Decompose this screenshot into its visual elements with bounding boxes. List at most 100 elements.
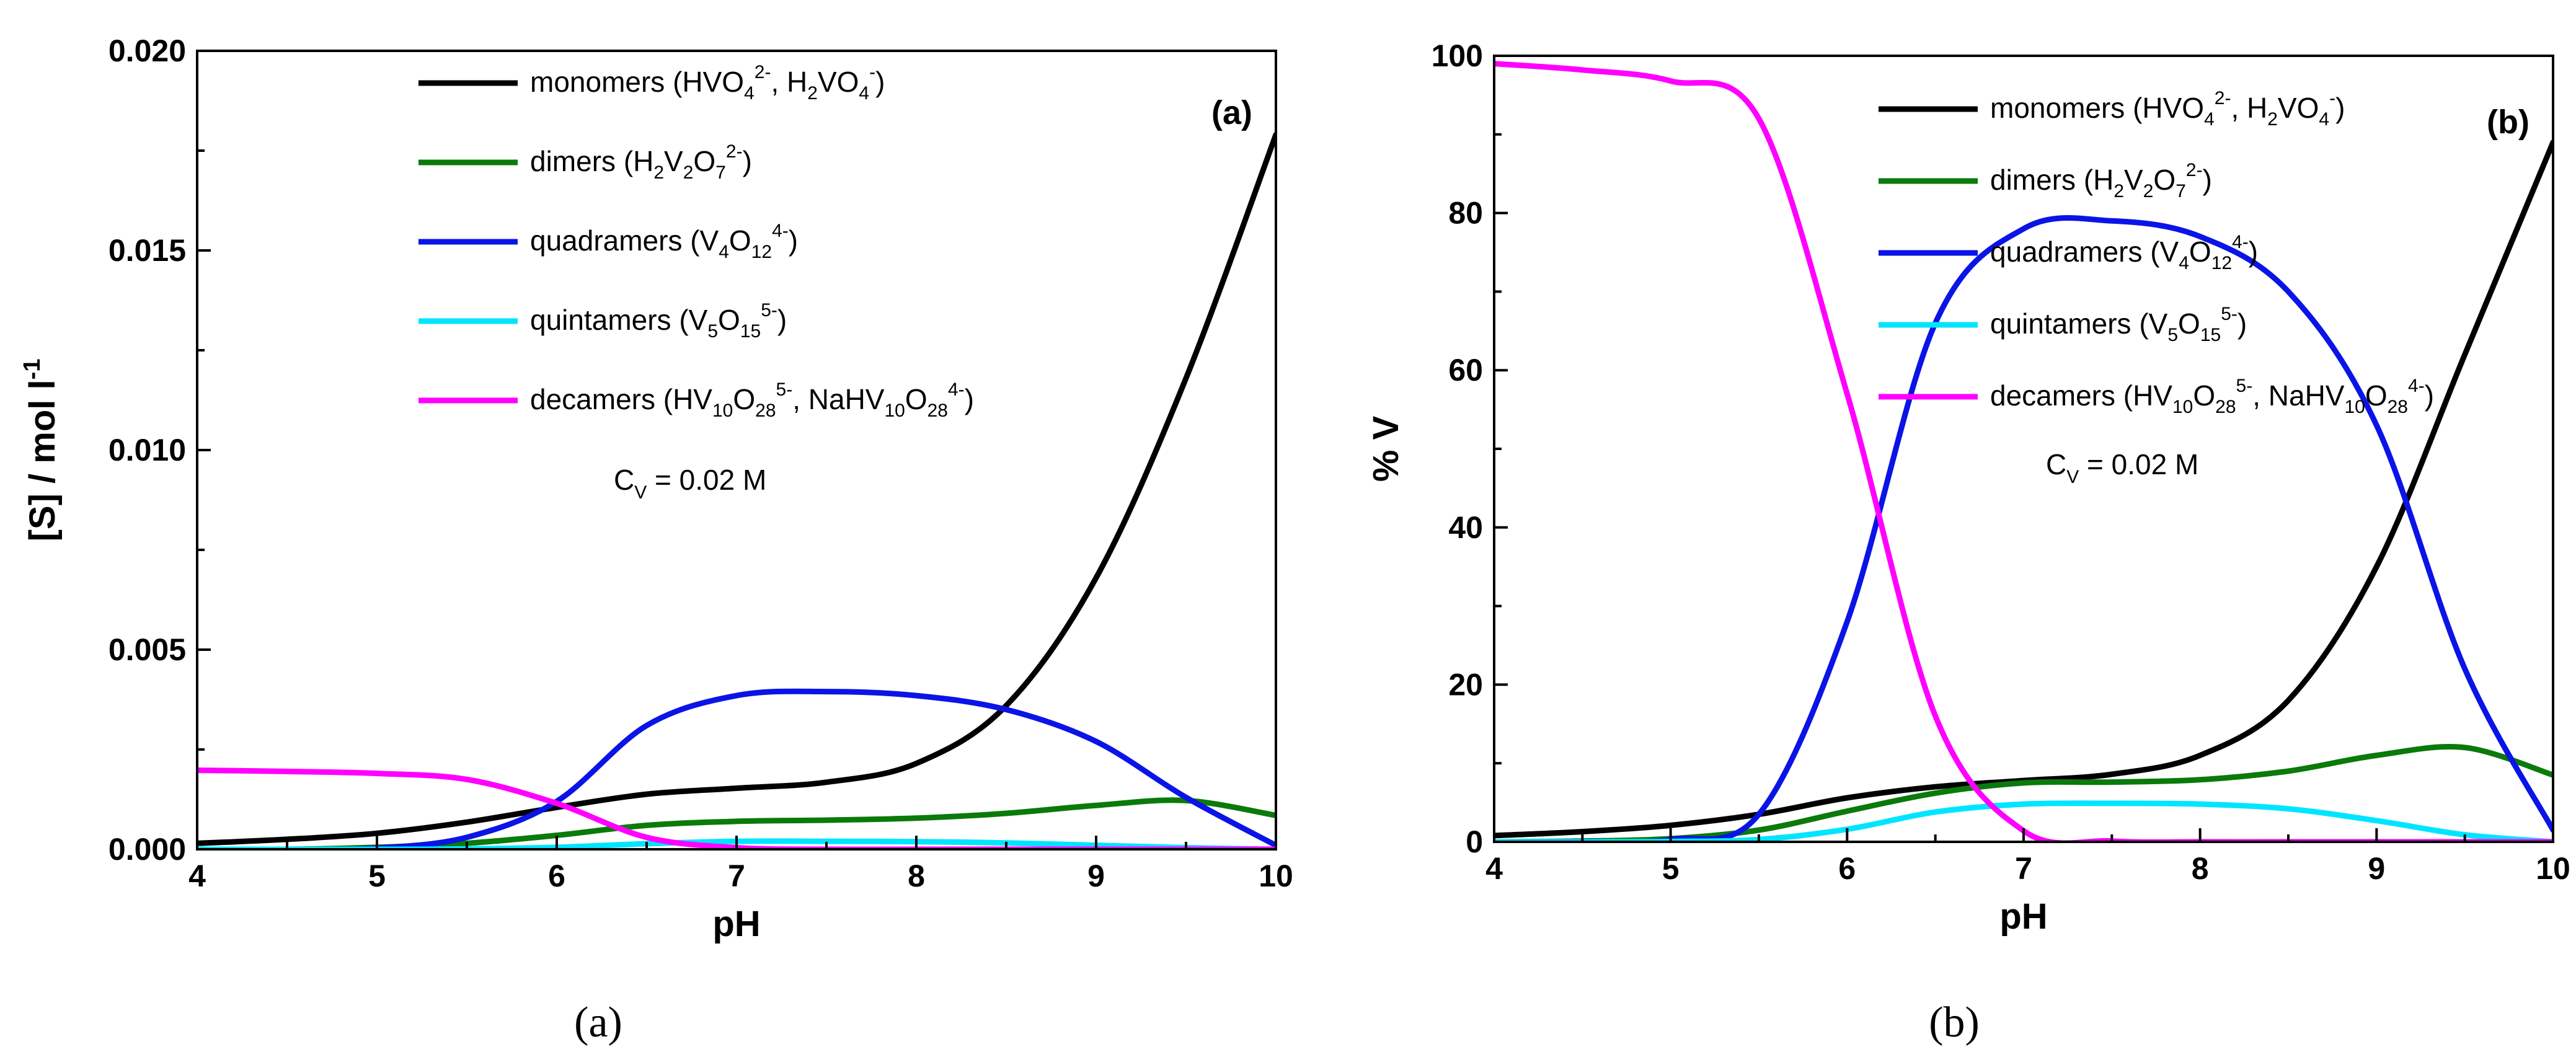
legend-formula-part: 7 — [715, 162, 726, 183]
x-tick-label: 7 — [728, 859, 745, 893]
legend-formula-part: 2- — [755, 62, 771, 82]
panel-caption: (b) — [1929, 999, 1980, 1046]
legend-formula-part: 4- — [2408, 376, 2425, 396]
legend-formula-part: 28 — [2215, 397, 2236, 417]
y-tick-label: 0.020 — [108, 33, 186, 68]
legend-label: decamers — [1990, 379, 2123, 412]
legend-label: dimers — [530, 145, 624, 177]
legend-formula-part: 5 — [2167, 325, 2178, 345]
y-tick-label: 0 — [1466, 824, 1483, 859]
legend-formula-part: O — [2178, 307, 2200, 340]
x-tick-label: 8 — [908, 859, 925, 893]
legend-label: monomers — [530, 66, 673, 98]
legend-formula-part: ) — [2237, 307, 2247, 340]
legend-formula-part: V — [664, 145, 683, 177]
legend-entry-monomers: monomers (HVO42-, H2VO4-) — [1990, 88, 2345, 130]
y-axis-title-superscript: -1 — [19, 359, 45, 380]
legend-formula-part: 2 — [807, 83, 818, 104]
x-axis-title: pH — [712, 904, 760, 944]
annotation-sub: V — [634, 482, 647, 503]
legend-formula-part: 2 — [2267, 109, 2278, 130]
annotation-rest: = 0.02 M — [2079, 448, 2198, 480]
legend-formula-part: 4 — [2319, 109, 2329, 130]
x-tick-label: 7 — [2015, 851, 2032, 886]
series-line-decamers — [1494, 61, 2553, 842]
legend-formula-part: 4 — [2179, 253, 2189, 273]
legend-formula-part: (HVO — [2133, 92, 2204, 124]
legend-formula-part: VO — [2278, 92, 2319, 124]
x-tick-label: 6 — [1838, 851, 1856, 886]
legend-formula-part: , NaHV — [2252, 379, 2345, 412]
legend-formula-part: 4 — [2204, 109, 2215, 130]
legend-formula-part: 28 — [2388, 397, 2408, 417]
x-axis-title: pH — [1999, 896, 2047, 937]
legend-formula-part: 2- — [2215, 88, 2231, 108]
legend-formula-part: 5- — [776, 379, 793, 400]
legend-formula-part: ) — [743, 145, 752, 177]
panel-tag: (b) — [2487, 104, 2530, 141]
x-tick-label: 6 — [548, 859, 565, 893]
legend-formula-part: V — [2124, 164, 2143, 196]
y-tick-label: 40 — [1448, 510, 1483, 545]
legend-formula-part: 2- — [726, 141, 743, 162]
legend-formula-part: O — [905, 383, 927, 415]
y-axis-title-text: % V — [1366, 416, 1406, 482]
legend-formula-part: 10 — [2344, 397, 2365, 417]
legend-formula-part: (V — [2139, 307, 2167, 340]
legend-formula-part: ) — [965, 383, 974, 415]
legend-formula-part: ) — [777, 304, 787, 336]
legend-formula-part: 7 — [2175, 181, 2186, 201]
legend-formula-part: 2 — [2113, 181, 2124, 201]
legend-formula-part: O — [733, 383, 755, 415]
concentration-annotation: CV = 0.02 M — [2046, 448, 2198, 487]
legend-formula-part: ) — [2249, 236, 2258, 268]
legend-formula-part: (H — [2084, 164, 2114, 196]
legend-formula-part: ) — [2425, 379, 2434, 412]
legend-formula-part: O — [2365, 379, 2388, 412]
legend-formula-part: 10 — [2172, 397, 2193, 417]
legend-entry-quadramers: quadramers (V4O124-) — [530, 221, 798, 262]
legend-formula-part: ) — [875, 66, 885, 98]
y-tick-label: 20 — [1448, 667, 1483, 702]
series-line-monomers — [197, 131, 1276, 846]
x-tick-label: 4 — [1485, 851, 1503, 886]
annotation-main: C — [614, 464, 634, 496]
legend-label: quadramers — [530, 224, 690, 257]
legend-formula-part: 5- — [2236, 376, 2253, 396]
legend-formula-part: (HV — [2123, 379, 2173, 412]
legend-formula-part: 4 — [719, 242, 729, 262]
y-tick-label: 0.010 — [108, 433, 186, 467]
legend-formula-part: O — [693, 145, 715, 177]
legend-formula-part: O — [2193, 379, 2215, 412]
legend-formula-part: O — [2153, 164, 2175, 196]
annotation-rest: = 0.02 M — [647, 464, 766, 496]
legend-formula-part: 4- — [772, 221, 789, 241]
legend-label: dimers — [1990, 164, 2084, 196]
legend-entry-quintamers: quintamers (V5O155-) — [1990, 304, 2247, 345]
legend-formula-part: 5- — [761, 300, 777, 320]
legend-formula-part: 5- — [2221, 304, 2237, 324]
legend-formula-part: (V — [2150, 236, 2179, 268]
legend-formula-part: (V — [690, 224, 719, 257]
legend-formula-part: VO — [818, 66, 859, 98]
legend-formula-part: 5 — [707, 321, 718, 342]
legend-formula-part: (H — [624, 145, 654, 177]
legend-formula-part: 2 — [683, 162, 694, 183]
concentration-annotation: CV = 0.02 M — [614, 464, 766, 503]
legend-entry-monomers: monomers (HVO42-, H2VO4-) — [530, 62, 885, 104]
legend-label: quintamers — [1990, 307, 2139, 340]
legend-formula-part: 15 — [740, 321, 761, 342]
x-tick-label: 5 — [1662, 851, 1680, 886]
x-tick-label: 5 — [368, 859, 386, 893]
legend-entry-quadramers: quadramers (V4O124-) — [1990, 232, 2258, 273]
legend-formula-part: 2- — [2186, 160, 2203, 180]
legend-formula-part: 4- — [2232, 232, 2249, 252]
legend-formula-part: 4 — [859, 83, 869, 104]
legend-formula-part: 4- — [948, 379, 965, 400]
panel-a: 4 5 6 7 8 9 10 0.000 0.005 0.010 0.015 0.020 pH [S] /… — [19, 33, 1293, 1046]
x-tick-label: 10 — [2536, 851, 2570, 886]
y-tick-label: 0.005 — [108, 632, 186, 667]
annotation-main: C — [2046, 448, 2066, 480]
